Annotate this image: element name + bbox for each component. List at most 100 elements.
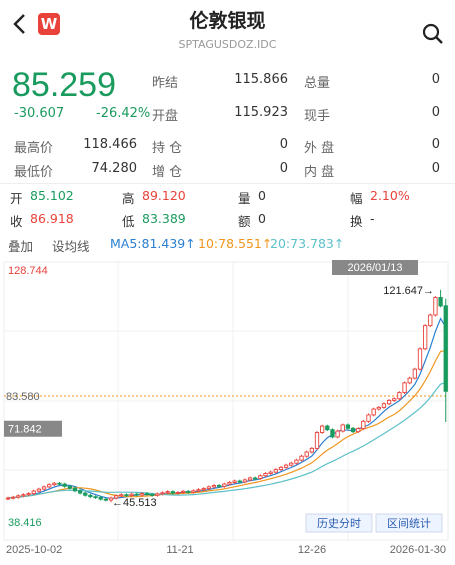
date-tag: 2026/01/13 — [347, 262, 402, 274]
candle-body — [273, 469, 278, 473]
candle-body — [52, 482, 57, 486]
candle-body — [83, 492, 88, 496]
candle-body — [247, 477, 253, 481]
field-value: 118.466 — [83, 137, 137, 152]
date-tag-bg — [332, 260, 418, 275]
cursor-label: 低 — [122, 214, 135, 229]
candle-body — [356, 428, 361, 433]
field-label: 持 仓 — [152, 141, 183, 156]
candle-body — [150, 493, 155, 496]
ref-tag — [4, 420, 62, 437]
field-value: 0 — [431, 72, 440, 87]
candle-body — [443, 305, 448, 392]
candle-body — [16, 495, 21, 498]
field-value: 0 — [431, 105, 440, 120]
candle-body — [428, 314, 433, 327]
candle-body — [62, 483, 67, 487]
cursor-label: 收 — [10, 214, 23, 229]
candle-body — [139, 493, 145, 496]
cursor-value: 0 — [258, 188, 266, 203]
candle-body — [180, 490, 186, 493]
candle-body — [124, 494, 129, 497]
field-label: 外 盘 — [304, 141, 335, 156]
cursor-value: 2.10% — [370, 188, 410, 203]
candle-body — [376, 406, 381, 410]
chart-button[interactable]: 历史分时 — [317, 517, 361, 530]
chart-button[interactable]: 区间统计 — [387, 517, 431, 530]
overlay-button[interactable]: 叠加 — [8, 239, 34, 254]
candle-body — [242, 479, 248, 483]
field-label: 昨结 — [152, 76, 179, 91]
field-label: 内 盘 — [304, 165, 335, 180]
chart-button-bg — [305, 513, 373, 533]
candle-body — [186, 490, 191, 493]
cursor-label: 额 — [238, 214, 251, 229]
title: 伦敦银现 — [189, 10, 266, 32]
candle-body — [253, 477, 258, 480]
field-label: 最高价 — [14, 141, 54, 156]
candle-body — [47, 484, 52, 488]
candle-body — [278, 466, 284, 471]
candle-body — [340, 424, 345, 432]
candle-body — [263, 473, 268, 477]
candle-body — [10, 496, 16, 499]
ma10-label: 10:78.551↑ — [198, 236, 273, 251]
field-value: 115.866 — [234, 72, 288, 87]
back-button[interactable] — [10, 12, 30, 36]
low-note: ←45.513 — [112, 497, 157, 509]
candle-body — [314, 432, 320, 449]
cursor-value: 83.389 — [142, 211, 186, 226]
high-note: 121.647→ — [383, 285, 434, 297]
candle-body — [309, 447, 314, 453]
candle-body — [402, 382, 407, 394]
candle-body — [222, 483, 227, 487]
field-value: 0 — [431, 137, 440, 152]
candle-body — [93, 496, 98, 499]
candle-body — [26, 493, 31, 496]
candle-body — [211, 485, 217, 488]
candle-body — [155, 493, 160, 496]
candle-body — [67, 485, 72, 489]
field-label: 现手 — [304, 109, 331, 124]
ref-label: 83.580 — [6, 391, 40, 403]
y-min-label: 38.416 — [8, 517, 42, 529]
candle-body — [113, 495, 119, 499]
candle-body — [134, 493, 139, 496]
candle-body — [201, 488, 206, 491]
cursor-label: 换 — [350, 214, 363, 229]
candle-body — [294, 459, 299, 464]
search-button[interactable] — [421, 22, 445, 46]
change: -30.607 — [14, 106, 65, 121]
candle-body — [350, 427, 356, 433]
candle-body — [191, 490, 196, 493]
ref-label: 71.842 — [8, 424, 42, 436]
ma20-label: 20:73.783↑ — [270, 236, 345, 251]
field-value: 115.923 — [234, 105, 288, 120]
candle-body — [304, 451, 309, 457]
cursor-value: 89.120 — [142, 188, 186, 203]
x-label: 2025-10-02 — [6, 544, 62, 556]
candle-body — [41, 486, 47, 490]
candle-body — [196, 489, 201, 492]
app-badge: W — [38, 13, 60, 35]
set-ma-button[interactable]: 设均线 — [52, 239, 90, 254]
candle-body — [227, 481, 232, 485]
candle-body — [417, 348, 423, 370]
cursor-value: 85.102 — [30, 188, 74, 203]
candle-body — [103, 498, 109, 501]
candle-body — [407, 377, 412, 384]
field-value: 0 — [279, 161, 288, 176]
candle-body — [397, 392, 402, 400]
candle-body — [57, 482, 62, 485]
x-label: 12-26 — [298, 544, 326, 556]
candle-body — [423, 325, 428, 350]
x-label: 2026-01-30 — [390, 544, 446, 556]
divider — [0, 183, 455, 184]
candle-body — [21, 494, 26, 497]
cursor-label: 高 — [122, 191, 135, 206]
candle-body — [299, 455, 304, 461]
candle-body — [320, 425, 325, 433]
subtitle: SPTAGUSDOZ.IDC — [178, 38, 277, 51]
